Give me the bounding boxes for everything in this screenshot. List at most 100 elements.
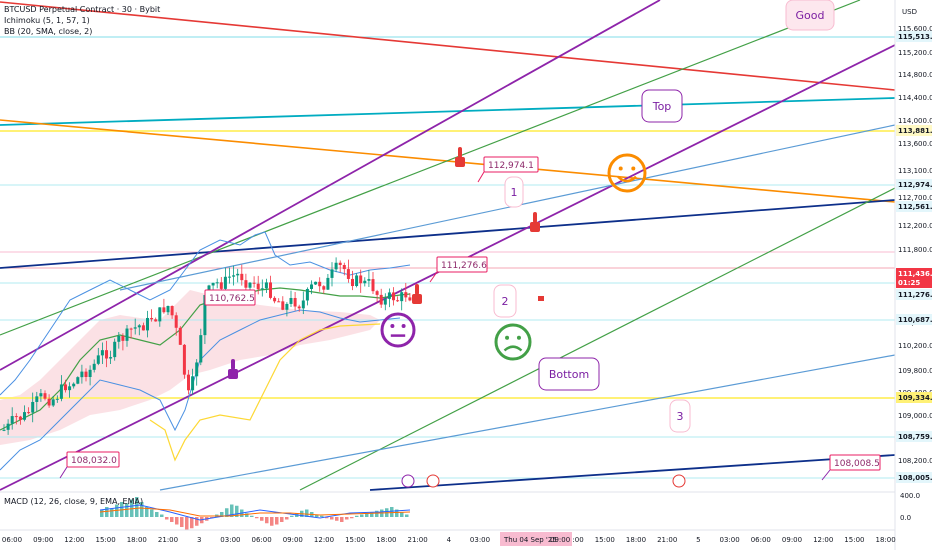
candle-body	[392, 292, 395, 301]
price-badge: 112,561.4	[898, 203, 932, 211]
candle-body	[64, 384, 67, 391]
candle-body	[39, 393, 43, 397]
bollinger-label[interactable]: BB (20, SMA, close, 2)	[4, 27, 93, 36]
callout-111276: 111,276.6	[441, 261, 487, 271]
hand-pointer-icon	[530, 212, 540, 232]
price-badge: 112,974.1	[898, 181, 932, 189]
candle-body	[59, 384, 63, 399]
macd-legend: MACD (12, 26, close, 9, EMA, EMA)	[4, 496, 143, 507]
note-bottom: Bottom	[549, 368, 589, 381]
time-tick: 18:00	[376, 536, 396, 544]
candle-body	[199, 335, 203, 363]
trend-line	[0, 199, 896, 269]
time-tick: 3	[197, 536, 201, 544]
candle-body	[219, 282, 223, 289]
hand-pointer-icon	[455, 147, 465, 167]
candle-body	[338, 262, 342, 266]
candle-body	[174, 315, 178, 328]
macd-bar	[270, 517, 274, 526]
trend-line	[159, 354, 896, 491]
macd-bar	[180, 517, 184, 527]
price-badge: 113,881.1	[898, 127, 932, 135]
callout-pointer	[429, 271, 438, 283]
macd-bar	[290, 515, 294, 517]
price-badge-bg	[896, 201, 932, 212]
macd-bar	[370, 512, 374, 517]
callout-112974-box	[483, 156, 539, 173]
macd-bar	[325, 517, 329, 519]
time-tick: 03:00	[470, 536, 490, 544]
macd-bar	[395, 509, 399, 517]
candle-body	[14, 416, 18, 418]
note-one: 1	[511, 186, 518, 199]
candle-body	[359, 275, 363, 284]
candle-body	[334, 262, 338, 270]
candle-body	[18, 416, 22, 420]
candle-body	[84, 371, 88, 377]
macd-bar	[175, 517, 179, 525]
candle-body	[375, 291, 379, 295]
callout-108032-box	[66, 451, 120, 468]
candle-body	[23, 412, 26, 420]
candle-body	[125, 328, 129, 341]
ichimoku-cloud	[0, 290, 380, 445]
candle-body	[150, 317, 154, 320]
callout-pointer	[59, 466, 68, 479]
candle-body	[154, 319, 158, 322]
candle-body	[2, 429, 6, 431]
candle-body	[277, 301, 281, 303]
note-top-bubble	[641, 89, 683, 123]
macd-bar	[245, 513, 249, 517]
price-badge-bg	[896, 392, 932, 403]
candle-body	[322, 286, 326, 290]
callout-pointer	[477, 171, 485, 183]
candle-body	[256, 283, 260, 290]
macd-bar	[315, 514, 319, 517]
candle-body	[367, 279, 371, 281]
candle-body	[326, 277, 330, 290]
macd-tick: 0.0	[900, 514, 911, 522]
time-tick: 15:00	[345, 536, 365, 544]
price-badge-bg	[896, 179, 932, 190]
sad-face-icon-mouth	[503, 345, 523, 352]
price-badge: 115,513.4	[898, 33, 932, 41]
time-tick: 06:00	[252, 536, 272, 544]
macd-tick: 400.0	[900, 492, 920, 500]
macd-bar	[100, 509, 104, 517]
candle-body	[301, 300, 305, 309]
note-good: Good	[796, 9, 825, 22]
price-tick: 108,200.0	[898, 457, 932, 465]
macd-bar	[225, 508, 229, 517]
callout-108008-box	[829, 454, 881, 471]
macd-label[interactable]: MACD (12, 26, close, 9, EMA, EMA)	[4, 497, 144, 506]
sad-face-icon-eye	[516, 335, 521, 340]
time-tick: 09:00	[782, 536, 802, 544]
event-flag-icon	[426, 474, 440, 488]
macd-bar	[165, 517, 169, 520]
trend-line	[0, 0, 861, 336]
candle-body	[273, 297, 277, 302]
callout-pointer	[821, 469, 831, 481]
symbol-title[interactable]: BTCUSD Perpetual Contract · 30 · Bybit	[4, 5, 161, 14]
macd-bar	[365, 513, 369, 517]
sad-face-icon	[494, 323, 532, 361]
time-tick: 06:00	[751, 536, 771, 544]
candle-body	[117, 335, 121, 342]
candle-body	[72, 383, 76, 387]
macd-bar	[230, 504, 234, 517]
price-badge: 111,436.8	[898, 270, 932, 278]
candle-body	[51, 399, 55, 406]
macd-bar	[140, 502, 144, 517]
candle-body	[80, 371, 84, 378]
callout-111276-box	[436, 256, 488, 273]
time-tick: 03:00	[220, 536, 240, 544]
candle-body	[269, 282, 272, 298]
price-badge: 110,687.1	[898, 316, 932, 324]
hand-pointer-icon	[228, 359, 238, 379]
candle-body	[383, 298, 387, 305]
candle-body	[105, 350, 108, 359]
ichimoku-label[interactable]: Ichimoku (5, 1, 57, 1)	[4, 16, 90, 25]
candle-body	[342, 265, 346, 270]
